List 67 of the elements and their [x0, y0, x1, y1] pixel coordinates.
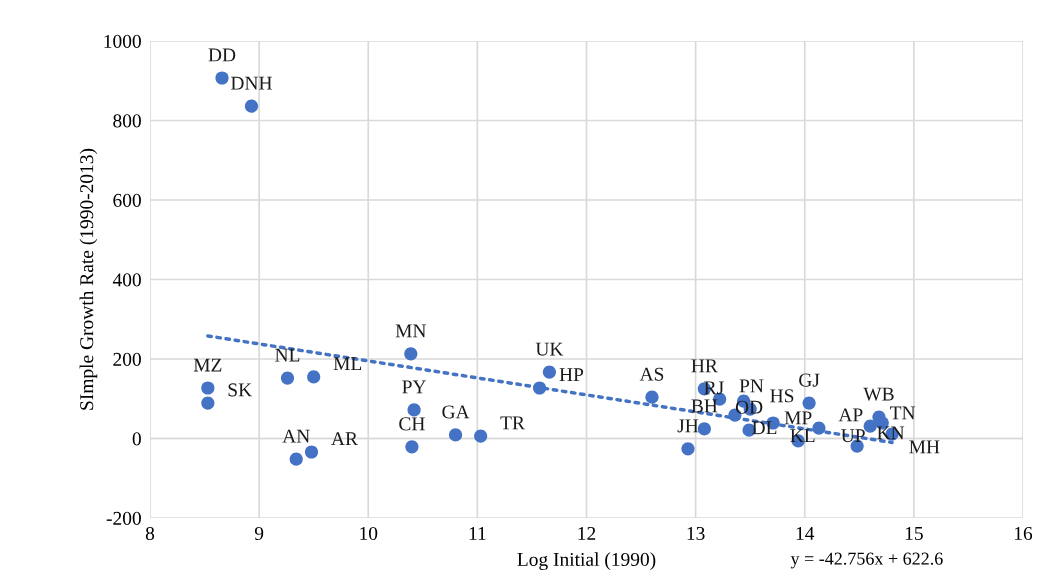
y-tick-label: 400 [112, 273, 141, 287]
x-tick-label: 10 [360, 526, 378, 541]
data-label: MP [784, 411, 812, 425]
point [405, 440, 419, 454]
data-label: CH [399, 417, 425, 431]
y-tick-label: 200 [113, 352, 141, 366]
x-tick-label: 13 [687, 526, 705, 541]
point [289, 452, 303, 466]
data-label: TN [890, 406, 916, 420]
x-tick-label: 8 [145, 526, 155, 541]
data-label: WB [863, 387, 894, 401]
data-label: HS [770, 389, 794, 403]
data-label: GA [442, 405, 470, 419]
data-label: DD [208, 48, 236, 62]
data-label: AN [282, 429, 310, 443]
point [404, 347, 418, 361]
point [407, 403, 421, 417]
point [802, 396, 816, 410]
point [201, 396, 215, 410]
data-label: SK [228, 383, 252, 397]
x-tick-label: 9 [254, 526, 264, 541]
y-tick-label: -200 [106, 511, 141, 525]
data-label: MZ [193, 358, 222, 372]
point [201, 381, 215, 395]
x-tick-label: 14 [796, 526, 815, 540]
data-label: HR [691, 359, 718, 373]
x-tick-label: 11 [469, 526, 486, 540]
y-tick-label: 800 [113, 114, 141, 128]
point [244, 99, 259, 113]
data-label: KL [790, 429, 815, 443]
x-tick-label: 12 [578, 526, 596, 540]
y-axis-title: SImple Growth Rate (1990-2013) [79, 148, 98, 410]
point [307, 370, 321, 384]
point [532, 381, 547, 395]
data-label: UK [535, 342, 564, 356]
y-tick-label: 1000 [104, 34, 141, 48]
point [697, 422, 711, 436]
point [215, 71, 229, 85]
data-label: BH [691, 399, 718, 413]
data-label: MN [395, 324, 427, 338]
data-label: DNH [230, 76, 272, 90]
x-tick-label: 16 [1014, 526, 1033, 541]
point [280, 371, 295, 385]
x-tick-label: 15 [905, 526, 923, 541]
point [681, 442, 695, 456]
data-label: ML [333, 357, 362, 370]
point [474, 429, 488, 443]
point [863, 419, 877, 433]
data-label: PN [739, 379, 764, 393]
data-label: AP [838, 408, 863, 422]
data-label: JH [677, 419, 699, 433]
point [448, 428, 463, 442]
point [542, 365, 556, 379]
point [645, 390, 659, 404]
x-axis-title: Log Initial (1990) [517, 552, 656, 570]
data-label: GJ [799, 373, 820, 387]
y-tick-label: 0 [132, 432, 141, 446]
y-tick-label: 600 [113, 193, 141, 207]
data-label: HP [559, 368, 584, 382]
data-label: AS [639, 367, 664, 381]
text: y = -42.756x + 622.6 [790, 552, 943, 569]
data-label: MH [909, 440, 940, 454]
data-label: NL [275, 348, 300, 362]
data-label: TR [500, 416, 525, 430]
point [304, 445, 319, 459]
data-label: PY [402, 380, 427, 394]
data-label: AR [331, 432, 358, 446]
